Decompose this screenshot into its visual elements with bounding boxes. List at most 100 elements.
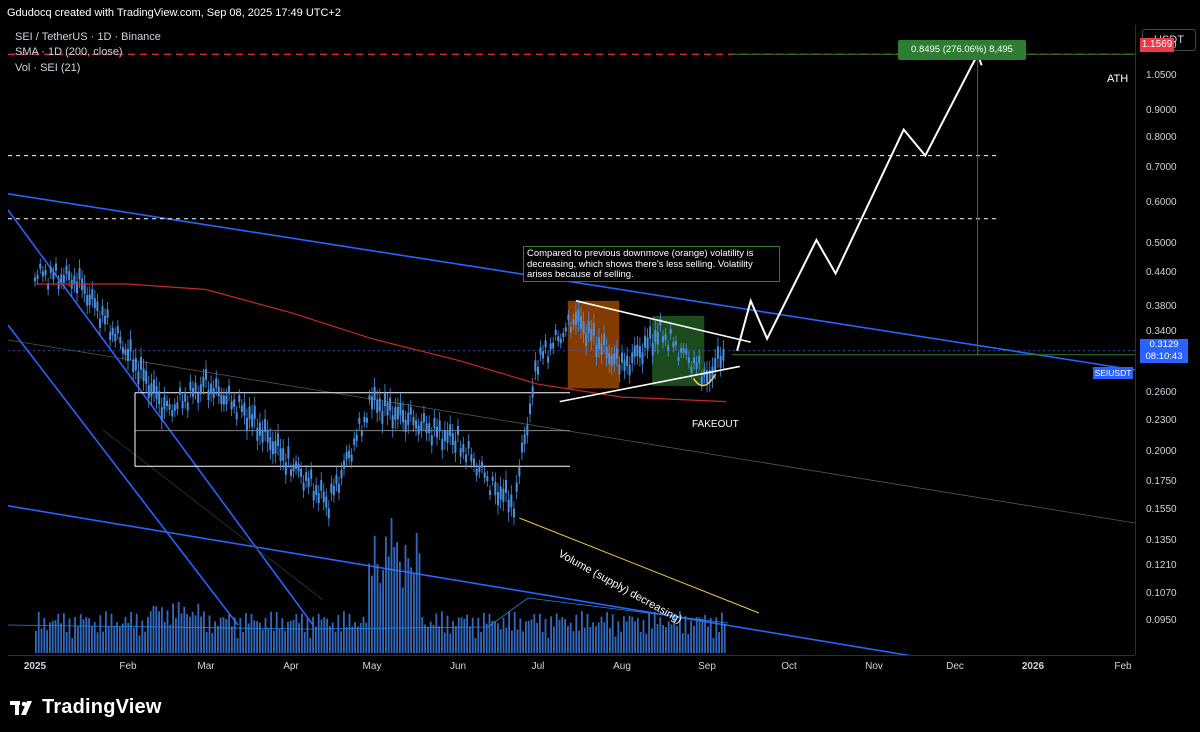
volume-bar	[292, 619, 295, 653]
candle-body	[515, 482, 518, 492]
volume-indicator-line[interactable]: Vol · SEI (21)	[15, 62, 81, 74]
volume-bar	[583, 627, 586, 653]
price-chart[interactable]	[8, 25, 1135, 655]
volume-bar	[152, 606, 155, 653]
volume-bar	[480, 632, 482, 653]
chart-pane[interactable]	[8, 25, 1135, 655]
volume-bar	[259, 622, 261, 653]
volume-bar	[555, 613, 558, 653]
volume-bar	[284, 630, 286, 653]
volume-bar	[413, 573, 415, 653]
time-tick-label: Apr	[283, 661, 299, 672]
volume-bar	[214, 621, 216, 653]
candle-body	[610, 355, 613, 367]
volume-bar	[704, 614, 706, 653]
candle-body	[93, 298, 96, 309]
price-tick-label: 0.5000	[1146, 238, 1177, 250]
candle-body	[179, 387, 181, 395]
candle-body	[672, 342, 675, 347]
candle-body	[215, 378, 218, 388]
candle-body	[49, 266, 52, 273]
candle-body	[202, 376, 205, 387]
time-axis[interactable]: 2025 Feb Mar Apr May Jun Jul Aug Sep Oct Nov Dec 202…	[8, 655, 1135, 678]
candle-body	[661, 336, 664, 343]
candle-body	[240, 405, 243, 412]
volume-bar	[513, 612, 516, 653]
volume-bar	[581, 611, 583, 653]
candle-body	[564, 327, 567, 332]
candle-body	[478, 465, 481, 472]
candle-body	[600, 343, 603, 355]
candle-body	[129, 339, 132, 352]
bar-countdown: 08:10:43	[1145, 351, 1183, 362]
volume-bar	[530, 619, 533, 653]
tradingview-logo[interactable]: TradingView	[10, 696, 162, 719]
time-tick-label: Dec	[946, 661, 964, 672]
volume-bar	[264, 617, 267, 653]
candle-body	[248, 406, 251, 420]
volume-bar	[567, 626, 569, 653]
candle-body	[91, 289, 94, 300]
volume-bar	[491, 620, 494, 653]
price-tick-label: 0.7000	[1146, 162, 1177, 174]
volatility-note: Compared to previous downmove (orange) v…	[523, 246, 780, 282]
candle-body	[238, 395, 241, 403]
candle-body	[518, 466, 521, 477]
candle-body	[88, 294, 91, 305]
volume-bar	[200, 616, 202, 653]
candle-body	[127, 348, 129, 362]
candle-body	[284, 462, 287, 475]
candle-body	[690, 366, 693, 373]
price-tick-label: 0.0950	[1146, 615, 1177, 626]
candle-body	[499, 486, 502, 500]
volume-bar	[373, 535, 376, 653]
candle-body	[76, 281, 78, 294]
candle-body	[544, 340, 547, 348]
candle-body	[592, 323, 595, 336]
candle-body	[302, 482, 305, 491]
candle-body	[266, 429, 269, 443]
candle-body	[605, 346, 608, 359]
candle-body	[693, 357, 696, 364]
candle-body	[295, 461, 298, 469]
candle-body	[243, 402, 246, 416]
candle-body	[698, 356, 701, 363]
candle-body	[73, 275, 76, 285]
candle-body	[708, 370, 711, 383]
candle-body	[297, 463, 300, 472]
price-tick-label: 0.2000	[1146, 446, 1177, 458]
candle-body	[674, 340, 677, 346]
tradingview-logo-text: TradingView	[42, 696, 162, 718]
candle-body	[539, 347, 542, 355]
candle-body	[147, 385, 150, 399]
volume-bar	[194, 615, 197, 653]
volume-bar	[435, 613, 438, 653]
candle-body	[523, 434, 526, 445]
volume-bar	[79, 614, 82, 653]
candle-body	[644, 335, 647, 348]
volume-bar	[614, 636, 617, 653]
volume-bar	[485, 623, 488, 653]
volume-bar	[127, 622, 130, 653]
volume-bar	[449, 633, 452, 653]
sma-indicator-line[interactable]: SMA · 1D (200, close)	[15, 46, 123, 58]
candle-body	[486, 476, 489, 482]
candle-body	[258, 422, 261, 436]
candle-body	[494, 482, 497, 496]
candle-body	[417, 425, 420, 435]
candle-body	[441, 438, 444, 451]
candle-body	[603, 333, 606, 346]
volume-bar	[267, 628, 270, 653]
symbol-line[interactable]: SEI / TetherUS · 1D · Binance	[15, 31, 161, 43]
volume-bar	[390, 518, 393, 653]
volume-bar	[35, 631, 37, 653]
volume-bar	[511, 630, 513, 653]
volume-bar	[539, 613, 541, 653]
price-tick-label: 0.1750	[1146, 476, 1177, 488]
candle-body	[473, 458, 475, 466]
candle-body	[271, 441, 274, 455]
candle-body	[433, 418, 436, 429]
candle-body	[52, 272, 55, 280]
volume-bar	[247, 623, 250, 653]
candle-body	[449, 424, 452, 437]
